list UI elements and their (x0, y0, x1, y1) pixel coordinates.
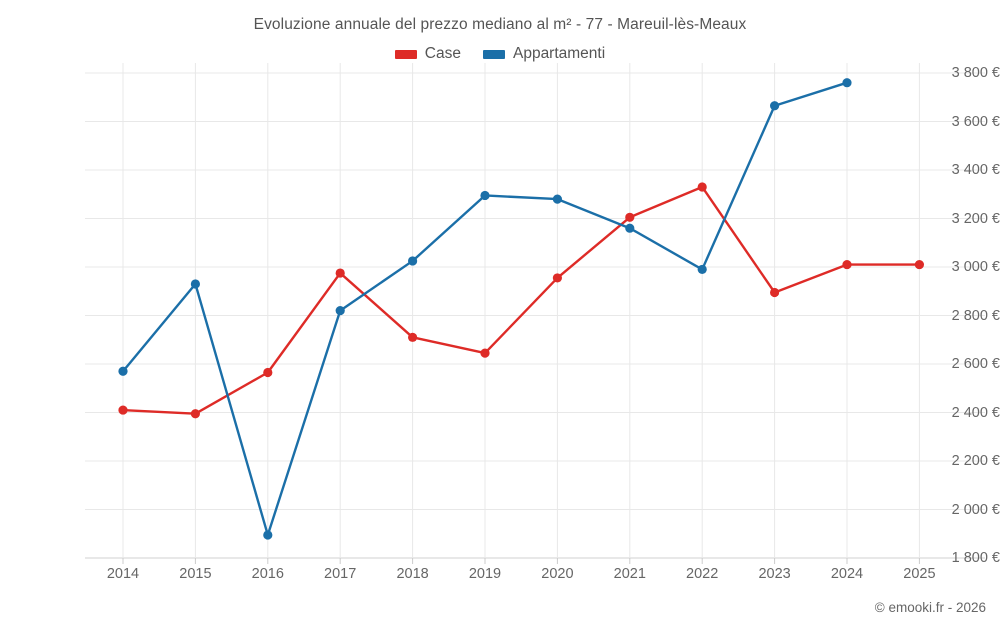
series-line-case (121, 185, 921, 415)
chart-title: Evoluzione annuale del prezzo mediano al… (253, 16, 747, 33)
data-point-case[interactable] (914, 259, 925, 270)
data-point-appartamenti[interactable] (552, 194, 563, 204)
x-axis-tick-label: 2018 (396, 566, 429, 582)
legend-swatch-icon (482, 49, 505, 59)
y-axis-tick-label: 3 200 € (951, 210, 1000, 227)
x-axis-tick-label: 2016 (251, 566, 284, 582)
data-point-case[interactable] (118, 405, 128, 415)
legend-label: Appartamenti (512, 45, 606, 62)
data-point-case[interactable] (625, 212, 635, 222)
data-point-case[interactable] (770, 287, 780, 298)
data-point-appartamenti[interactable] (697, 264, 707, 275)
data-point-case[interactable] (263, 367, 273, 378)
y-axis-tick-label: 1 800 € (951, 550, 1000, 566)
legend-item-appartamenti[interactable]: Appartamenti (482, 45, 606, 63)
data-point-case[interactable] (480, 348, 490, 358)
data-point-case[interactable] (408, 332, 418, 342)
data-point-appartamenti[interactable] (625, 223, 635, 233)
x-axis-tick-label: 2015 (179, 566, 212, 582)
x-axis-tick-label: 2019 (468, 566, 502, 582)
legend-label: Case (424, 45, 461, 62)
x-axis-tick-label: 2025 (903, 566, 936, 582)
data-point-appartamenti[interactable] (118, 366, 128, 376)
x-axis-tick-label: 2021 (613, 566, 646, 582)
legend-item-case[interactable]: Case (394, 45, 461, 63)
data-point-appartamenti[interactable] (263, 530, 273, 540)
y-axis-tick-label: 3 000 € (951, 259, 1000, 275)
data-point-appartamenti[interactable] (190, 279, 200, 289)
data-point-case[interactable] (552, 273, 563, 283)
x-axis-tick-label: 2023 (758, 566, 791, 582)
legend-swatch-icon (394, 49, 417, 59)
data-point-appartamenti[interactable] (842, 78, 852, 88)
x-axis-tick-label: 2014 (106, 566, 140, 582)
data-point-appartamenti[interactable] (770, 101, 780, 111)
x-axis-tick-label: 2020 (541, 566, 574, 582)
data-point-case[interactable] (335, 268, 345, 278)
y-axis-tick-label: 2 200 € (951, 453, 1000, 469)
y-axis-tick-label: 3 600 € (951, 113, 1000, 130)
copyright-credit: © emooki.fr - 2026 (874, 600, 986, 615)
y-axis-tick-label: 3 400 € (951, 162, 1000, 178)
x-axis-tick-label: 2022 (686, 566, 719, 582)
y-axis-tick-label: 2 800 € (951, 307, 1000, 324)
data-point-case[interactable] (697, 182, 707, 192)
data-point-appartamenti[interactable] (408, 256, 418, 266)
y-axis-tick-label: 2 600 € (951, 356, 1000, 372)
y-axis-tick-label: 2 400 € (951, 404, 1000, 421)
y-axis-tick-label: 2 000 € (951, 501, 1000, 518)
chart-legend: Case Appartamenti (0, 45, 1000, 63)
data-point-appartamenti[interactable] (335, 306, 345, 316)
data-point-case[interactable] (842, 259, 852, 270)
x-axis-tick-label: 2017 (324, 566, 357, 582)
data-point-appartamenti[interactable] (480, 190, 490, 201)
y-axis-tick-label: 3 800 € (951, 65, 1000, 81)
x-axis-tick-label: 2024 (830, 566, 864, 582)
data-point-case[interactable] (190, 409, 200, 419)
